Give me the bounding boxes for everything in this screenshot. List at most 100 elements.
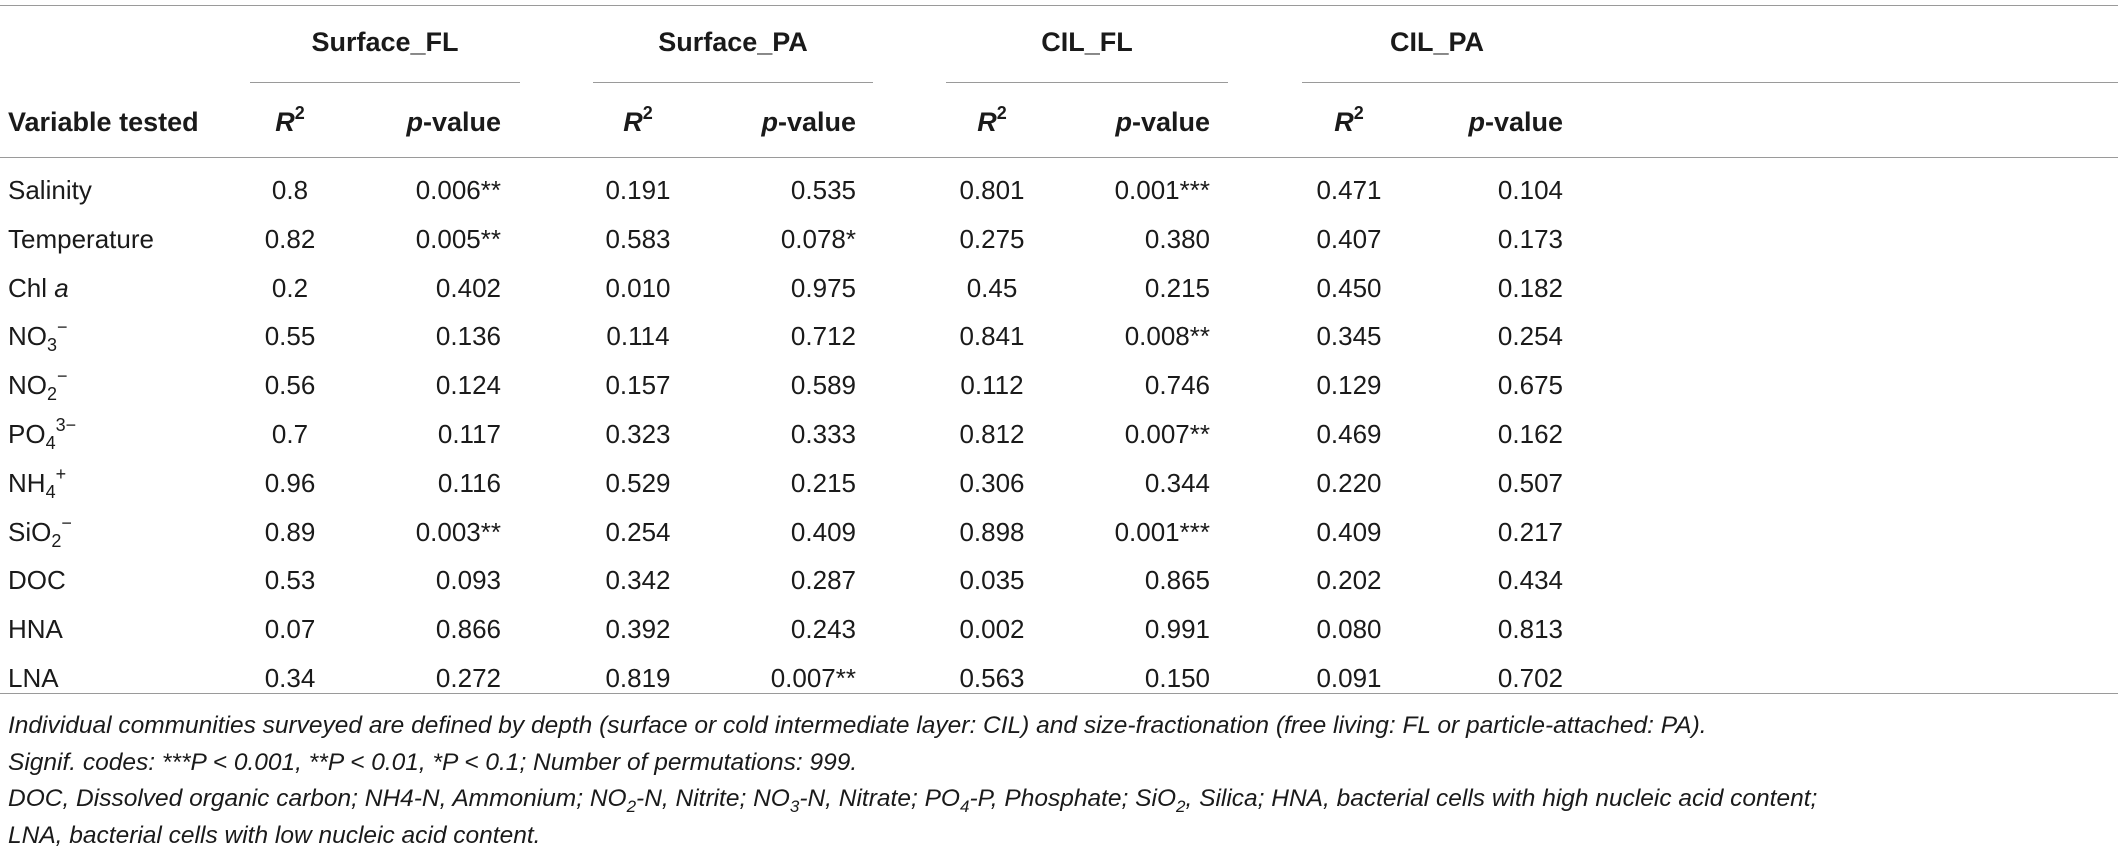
cell-cil-fl-p-value: 0.001*** <box>1114 175 1210 205</box>
cell-cil-fl-r2: 0.563 <box>959 663 1025 693</box>
column-header-p-value: p-value <box>761 107 856 137</box>
cell-surface-pa-p-value: 0.333 <box>790 419 856 449</box>
cell-surface-pa-r2: 0.323 <box>605 419 671 449</box>
bottom-rule <box>0 693 2118 694</box>
row-label: PO43− <box>8 415 77 453</box>
cell-cil-pa-p-value: 0.702 <box>1497 663 1563 693</box>
cell-cil-fl-p-value: 0.007** <box>1124 419 1210 449</box>
group-rule-cil-pa <box>1302 82 2118 83</box>
footnote-communities: Individual communities surveyed are defi… <box>8 712 1707 739</box>
cell-cil-pa-r2: 0.080 <box>1316 614 1382 645</box>
top-rule <box>0 5 2118 6</box>
cell-surface-fl-p-value: 0.116 <box>437 467 501 498</box>
cell-surface-pa-r2: 0.157 <box>605 370 671 401</box>
group-header-cil-pa: CIL_PA <box>1389 27 1484 57</box>
cell-cil-fl-p-value: 0.008** <box>1124 321 1210 352</box>
cell-surface-fl-p-value: 0.117 <box>437 419 501 449</box>
group-header-surface-pa: Surface_PA <box>658 27 808 57</box>
group-header-surface-fl: Surface_FL <box>311 27 459 57</box>
group-rule-surface-pa <box>593 82 873 83</box>
row-label: NO3− <box>8 317 68 356</box>
table-row: PO43− 0.7 0.117 0.323 0.333 0.812 0.007** 0.469… <box>0 410 2118 458</box>
cell-surface-fl-r2: 0.2 <box>271 272 309 303</box>
cell-surface-pa-p-value: 0.712 <box>790 321 856 352</box>
column-header-p-value: p-value <box>1115 107 1210 137</box>
cell-cil-pa-r2: 0.450 <box>1316 272 1382 303</box>
row-label: HNA <box>8 614 63 645</box>
cell-surface-pa-p-value: 0.078* <box>780 223 856 254</box>
cell-cil-pa-p-value: 0.182 <box>1497 272 1563 303</box>
cell-surface-fl-p-value: 0.136 <box>435 321 501 352</box>
cell-surface-fl-p-value: 0.866 <box>435 614 501 645</box>
table-footnotes: Individual communities surveyed are defi… <box>8 708 2113 854</box>
cell-cil-pa-p-value: 0.507 <box>1497 467 1563 498</box>
cell-cil-fl-p-value: 0.380 <box>1144 223 1210 254</box>
cell-surface-fl-p-value: 0.272 <box>435 663 501 693</box>
cell-cil-pa-r2: 0.129 <box>1316 370 1382 401</box>
cell-cil-pa-r2: 0.345 <box>1316 321 1382 352</box>
cell-cil-pa-r2: 0.471 <box>1316 175 1382 205</box>
cell-cil-pa-p-value: 0.173 <box>1497 223 1563 254</box>
row-label: Chl a <box>8 272 69 303</box>
cell-cil-fl-r2: 0.112 <box>960 370 1024 401</box>
cell-cil-fl-r2: 0.002 <box>959 614 1025 645</box>
table-row: Temperature 0.82 0.005** 0.583 0.078* 0.275 0.… <box>0 215 2118 263</box>
header-rule <box>0 157 2118 158</box>
cell-surface-fl-r2: 0.34 <box>264 663 316 693</box>
cell-surface-pa-r2: 0.191 <box>605 175 671 205</box>
cell-surface-pa-p-value: 0.243 <box>790 614 856 645</box>
cell-surface-pa-p-value: 0.215 <box>790 467 856 498</box>
group-rule-cil-fl <box>946 82 1228 83</box>
group-header-cil-fl: CIL_FL <box>1041 27 1133 57</box>
cell-cil-pa-p-value: 0.217 <box>1497 516 1563 547</box>
row-label: Salinity <box>8 175 92 205</box>
cell-cil-pa-p-value: 0.254 <box>1497 321 1563 352</box>
cell-cil-pa-p-value: 0.813 <box>1497 614 1563 645</box>
cell-cil-fl-r2: 0.45 <box>966 272 1018 303</box>
row-label: NH4+ <box>8 463 67 502</box>
cell-surface-pa-p-value: 0.589 <box>790 370 856 401</box>
table-row: DOC 0.53 0.093 0.342 0.287 0.035 0.865 0.202 0.4… <box>0 556 2118 604</box>
cell-surface-pa-p-value: 0.409 <box>790 516 856 547</box>
column-header-r2: R2 <box>275 103 305 137</box>
cell-cil-fl-r2: 0.306 <box>959 467 1025 498</box>
cell-surface-fl-p-value: 0.124 <box>435 370 501 401</box>
cell-surface-pa-r2: 0.392 <box>605 614 671 645</box>
cell-surface-fl-r2: 0.96 <box>264 467 316 498</box>
cell-surface-pa-p-value: 0.007** <box>770 663 856 693</box>
cell-cil-fl-p-value: 0.865 <box>1144 565 1210 596</box>
group-rule-surface-fl <box>250 82 520 83</box>
cell-cil-pa-r2: 0.409 <box>1316 516 1382 547</box>
cell-surface-fl-r2: 0.89 <box>264 516 316 547</box>
table-row: NH4+ 0.96 0.116 0.529 0.215 0.306 0.344 0.220 0.… <box>0 459 2118 507</box>
cell-surface-pa-r2: 0.254 <box>605 516 671 547</box>
cell-surface-pa-r2: 0.010 <box>605 272 671 303</box>
cell-surface-fl-r2: 0.07 <box>264 614 316 645</box>
cell-cil-fl-r2: 0.841 <box>959 321 1025 352</box>
column-header-r2: R2 <box>977 103 1007 137</box>
cell-cil-fl-r2: 0.801 <box>959 175 1025 205</box>
cell-surface-pa-r2: 0.529 <box>605 467 671 498</box>
cell-surface-fl-r2: 0.53 <box>264 565 316 596</box>
cell-cil-pa-p-value: 0.162 <box>1497 419 1563 449</box>
cell-cil-fl-p-value: 0.991 <box>1144 614 1210 645</box>
cell-cil-fl-p-value: 0.344 <box>1144 467 1210 498</box>
cell-surface-fl-p-value: 0.006** <box>415 175 501 205</box>
table-row: NO2− 0.56 0.124 0.157 0.589 0.112 0.746 0.129 0.… <box>0 361 2118 409</box>
cell-surface-fl-p-value: 0.005** <box>415 223 501 254</box>
cell-cil-pa-r2: 0.469 <box>1316 419 1382 449</box>
table-row: HNA 0.07 0.866 0.392 0.243 0.002 0.991 0.080 0.8… <box>0 605 2118 653</box>
cell-surface-pa-r2: 0.114 <box>606 321 670 352</box>
row-label: DOC <box>8 565 66 596</box>
cell-cil-fl-r2: 0.898 <box>959 516 1025 547</box>
cell-cil-fl-p-value: 0.746 <box>1144 370 1210 401</box>
cell-cil-pa-p-value: 0.434 <box>1497 565 1563 596</box>
footnote-signif-codes: Signif. codes: ***P < 0.001, **P < 0.01,… <box>8 748 858 776</box>
cell-cil-pa-r2: 0.091 <box>1316 663 1382 693</box>
table-row: SiO2− 0.89 0.003** 0.254 0.409 0.898 0.001*** 0… <box>0 508 2118 556</box>
cell-surface-fl-r2: 0.8 <box>271 175 309 205</box>
cell-cil-fl-p-value: 0.150 <box>1144 663 1210 693</box>
column-header-variable: Variable tested <box>8 107 199 137</box>
row-label: LNA <box>8 663 59 693</box>
